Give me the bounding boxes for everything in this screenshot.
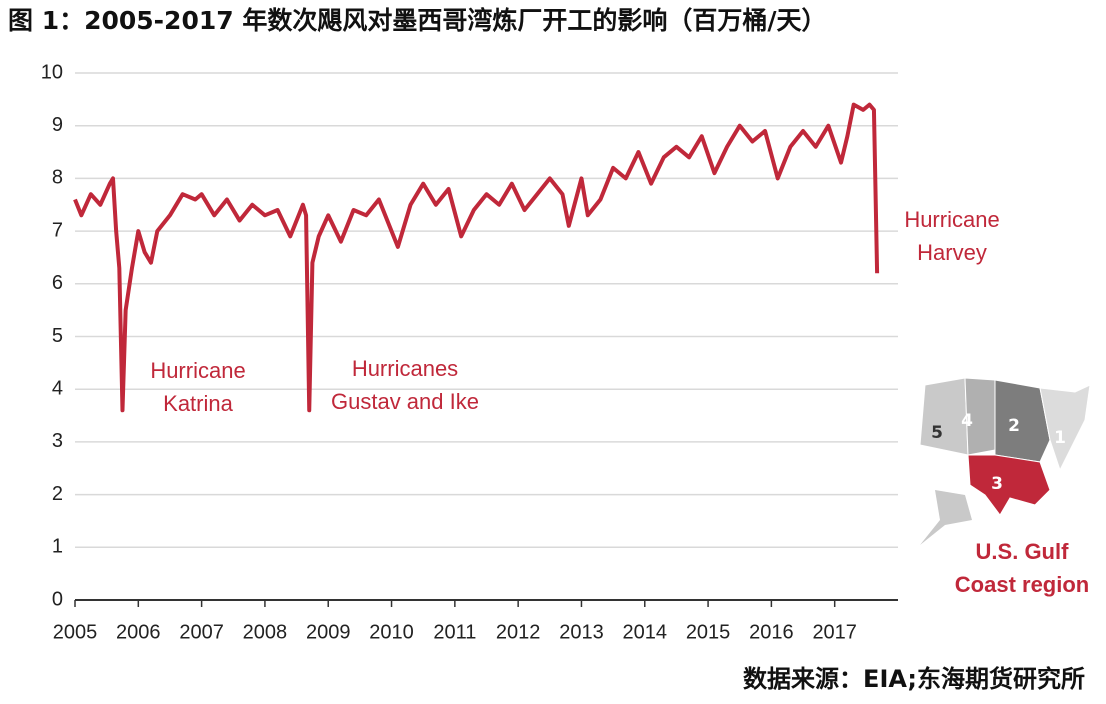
map-region-2 — [994, 379, 1051, 463]
map-label: 1 — [1054, 428, 1066, 448]
y-tick-label: 2 — [52, 483, 63, 505]
y-tick-label: 6 — [52, 272, 63, 294]
y-tick-label: 0 — [52, 588, 63, 610]
chart-title: 图 1：2005-2017 年数次飓风对墨西哥湾炼厂开工的影响（百万桶/天） — [8, 6, 826, 35]
y-tick-label: 4 — [52, 377, 63, 399]
annotation: Katrina — [163, 391, 233, 416]
x-tick-label: 2006 — [116, 621, 161, 643]
x-tick-label: 2011 — [433, 621, 476, 643]
map-label: 4 — [961, 411, 973, 431]
x-tick-label: 2007 — [179, 621, 224, 643]
map-region-3 — [967, 454, 1051, 516]
annotation: Coast region — [955, 572, 1089, 597]
annotation: Gustav and Ike — [331, 389, 479, 414]
y-tick-label: 3 — [52, 430, 63, 452]
map-label: 2 — [1008, 416, 1020, 436]
x-tick-label: 2012 — [496, 621, 541, 643]
annotation: Harvey — [917, 240, 987, 265]
y-tick-label: 1 — [52, 536, 63, 558]
x-tick-label: 2008 — [243, 621, 288, 643]
x-tick-label: 2013 — [559, 621, 604, 643]
annotation: Hurricane — [904, 207, 999, 232]
y-tick-label: 5 — [52, 325, 63, 347]
x-tick-label: 2005 — [53, 621, 98, 643]
y-tick-label: 9 — [52, 114, 63, 136]
map-label: 3 — [991, 474, 1003, 494]
line — [73, 102, 880, 413]
y-tick-label: 8 — [52, 167, 63, 189]
x-tick-label: 2016 — [749, 621, 794, 643]
y-tick-label: 10 — [41, 61, 63, 83]
x-tick-label: 2015 — [686, 621, 731, 643]
annotation: Hurricane — [150, 358, 245, 383]
annotation: Hurricanes — [352, 356, 458, 381]
x-tick-label: 2014 — [623, 621, 668, 643]
x-tick-label: 2010 — [369, 621, 414, 643]
x-tick-label: 2017 — [812, 621, 857, 643]
region-map — [919, 377, 1091, 545]
source: 数据来源：EIA;东海期货研究所 — [743, 665, 1085, 693]
x-tick-label: 2009 — [306, 621, 351, 643]
map-region-1 — [1039, 384, 1091, 472]
y-tick-label: 7 — [52, 219, 63, 241]
map-label: 5 — [931, 423, 943, 443]
map-alaska — [920, 490, 972, 545]
annotation: U.S. Gulf — [976, 539, 1070, 564]
